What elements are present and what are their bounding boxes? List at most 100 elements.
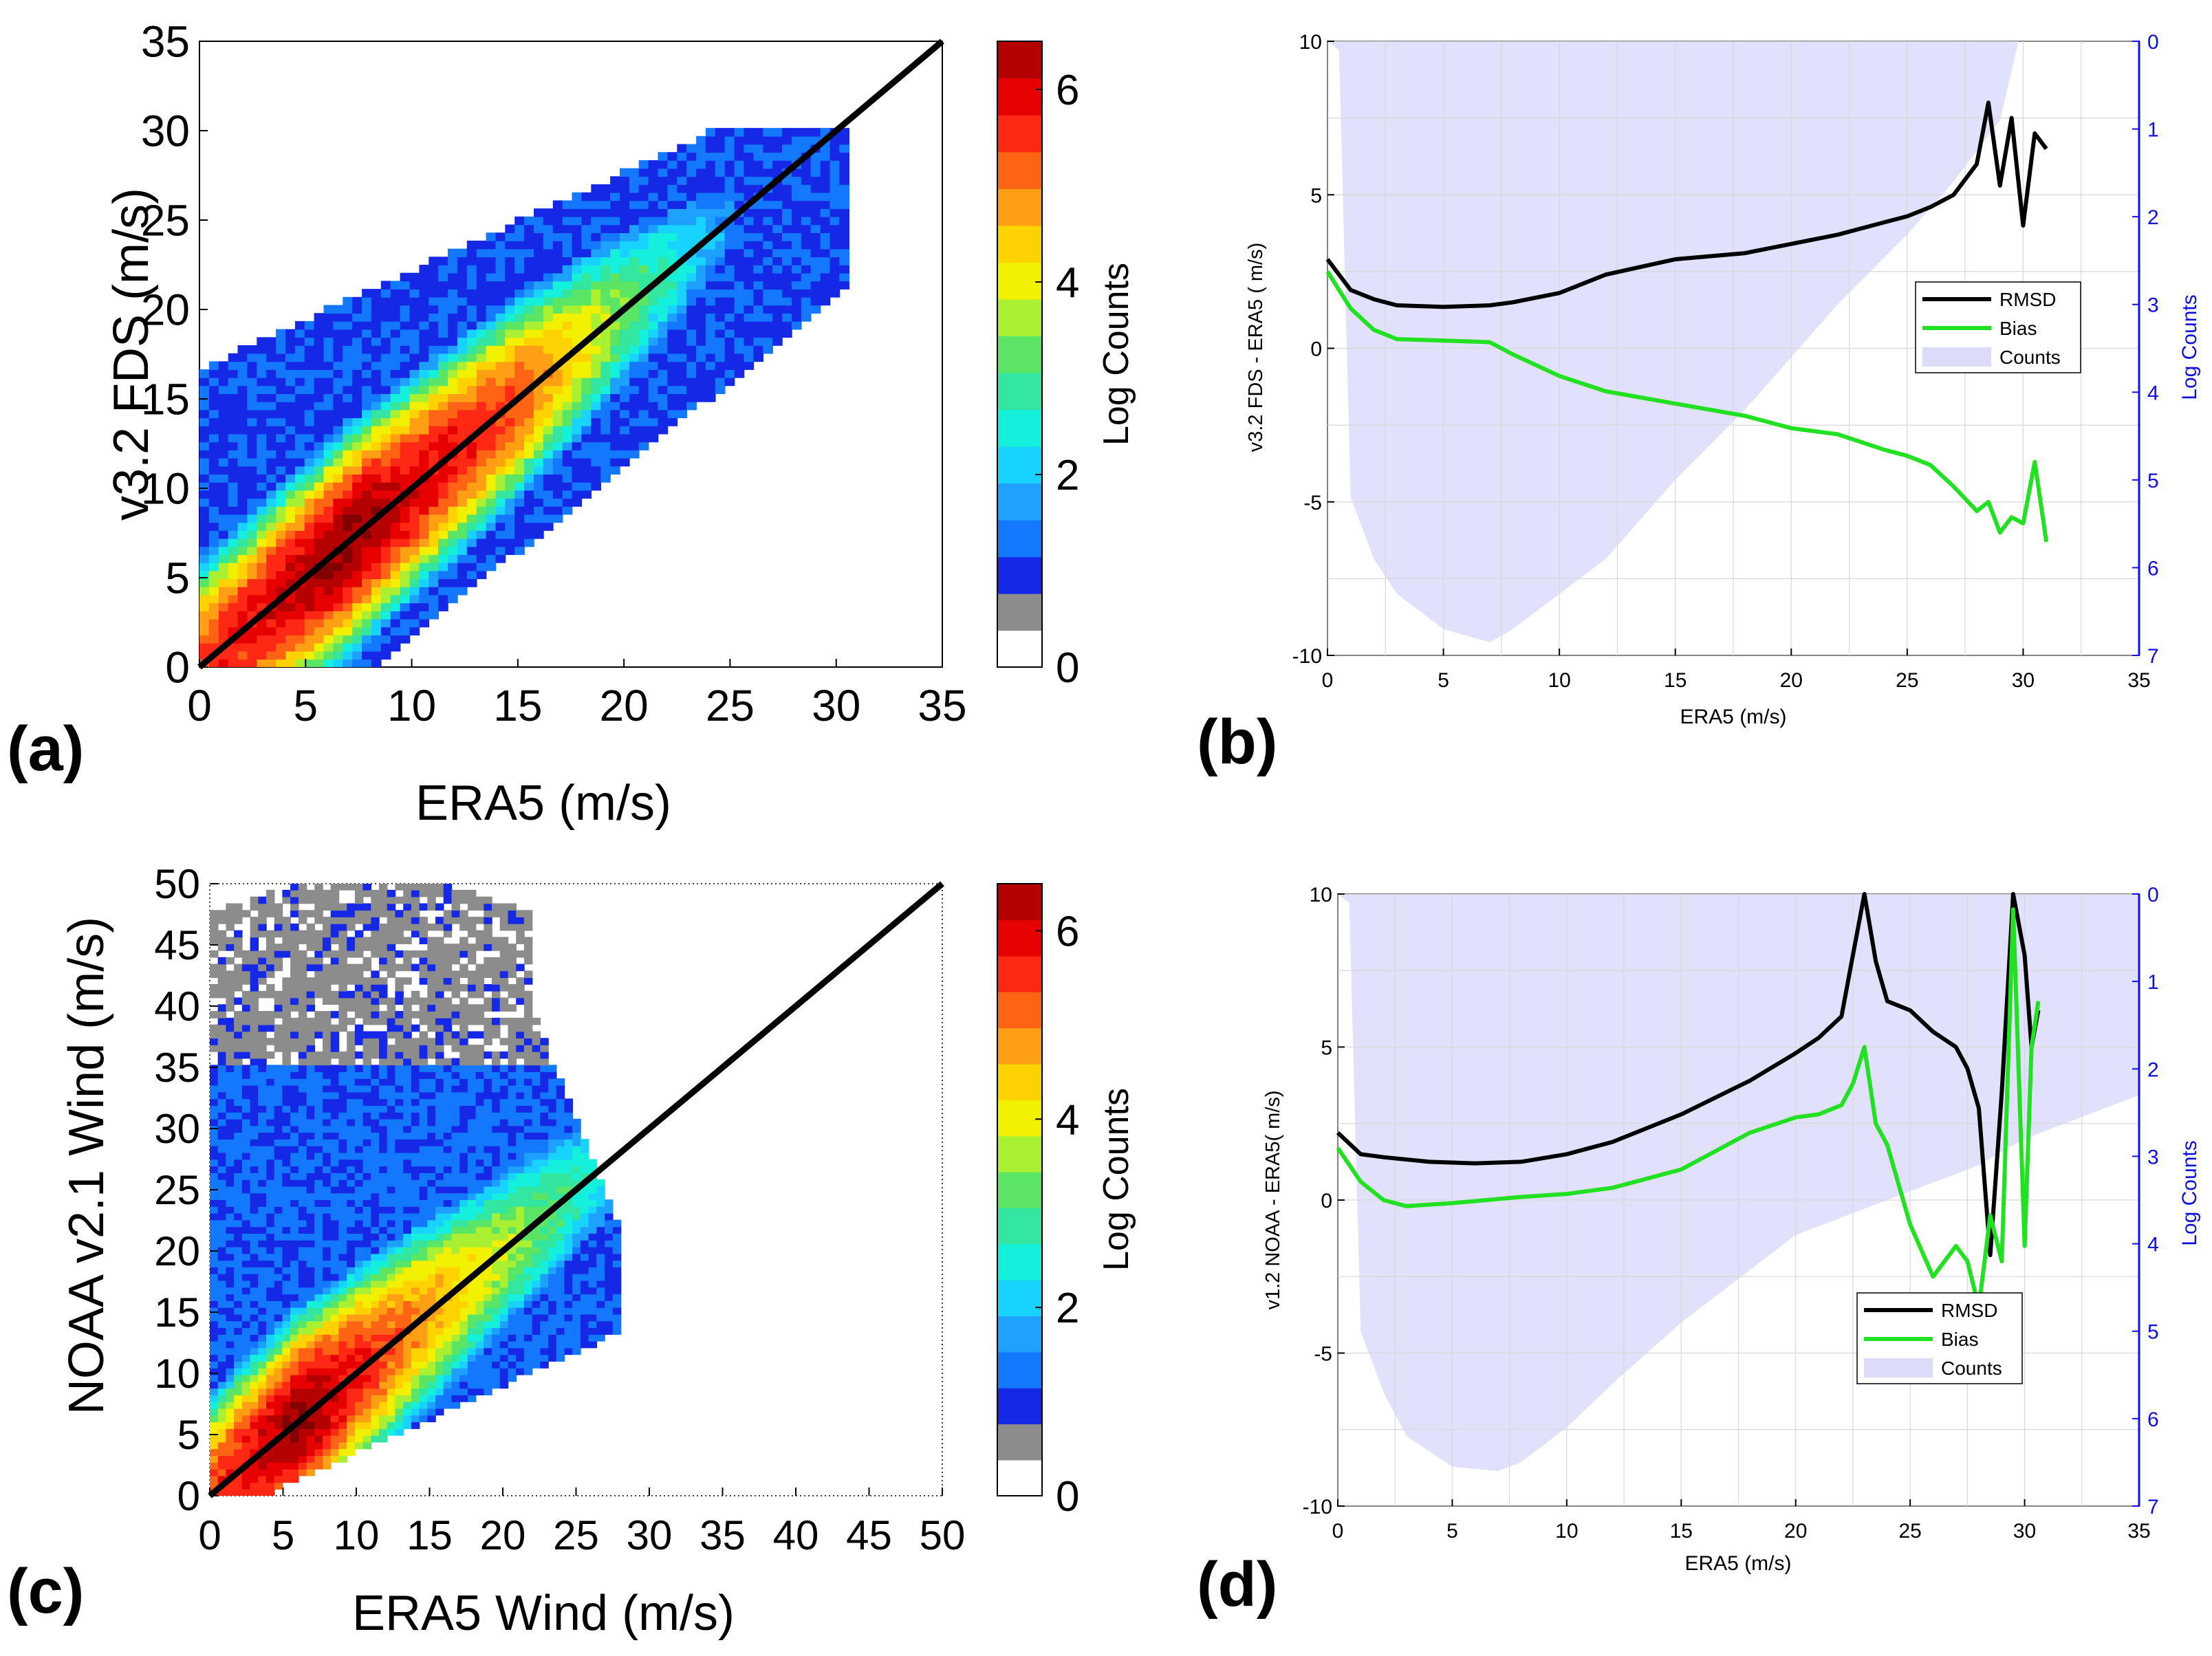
density-cell	[705, 257, 716, 265]
colorbar-segment	[997, 483, 1042, 521]
density-cell	[457, 369, 468, 378]
density-cell	[282, 1314, 291, 1322]
density-cell	[379, 1240, 388, 1248]
density-cell	[390, 554, 401, 563]
density-cell	[338, 1011, 347, 1018]
density-cell	[258, 1246, 267, 1254]
density-cell	[600, 248, 611, 258]
density-cell	[306, 1085, 316, 1093]
density-cell	[362, 530, 372, 539]
density-cell	[543, 481, 554, 491]
density-cell	[347, 944, 356, 951]
density-cell	[514, 481, 525, 491]
density-cell	[304, 522, 315, 531]
density-cell	[294, 426, 305, 435]
density-cell	[217, 1078, 227, 1086]
density-cell	[466, 546, 477, 555]
density-cell	[411, 1401, 420, 1409]
density-cell	[696, 248, 706, 258]
density-cell	[419, 618, 430, 628]
density-cell	[208, 554, 219, 563]
density-cell	[298, 1085, 307, 1093]
density-cell	[782, 296, 792, 306]
density-cell	[534, 442, 544, 450]
density-cell	[282, 1462, 291, 1470]
density-cell	[234, 1415, 243, 1423]
density-cell	[552, 232, 563, 241]
density-cell	[330, 1260, 340, 1267]
density-cell	[338, 970, 347, 978]
density-cell	[208, 474, 219, 483]
density-cell	[330, 1280, 340, 1288]
density-cell	[306, 1327, 316, 1335]
colorbar-frame	[997, 41, 1043, 668]
density-cell	[686, 265, 697, 274]
density-cell	[782, 329, 792, 338]
density-cell	[648, 337, 659, 346]
density-cell	[247, 490, 258, 499]
density-cell	[705, 337, 716, 346]
density-cell	[338, 1071, 347, 1079]
density-cell	[258, 1273, 267, 1281]
density-cell	[395, 1206, 404, 1214]
density-cell	[419, 530, 430, 539]
density-cell	[347, 1260, 356, 1267]
density-cell	[323, 313, 334, 322]
density-cell	[387, 1051, 396, 1059]
density-cell	[380, 522, 391, 531]
density-cell	[314, 1091, 323, 1100]
density-cell	[371, 1253, 380, 1261]
density-cell	[298, 1031, 307, 1039]
density-cell	[387, 937, 396, 944]
density-cell	[581, 361, 592, 370]
density-cell	[323, 1011, 332, 1018]
density-cell	[306, 1091, 316, 1100]
density-cell	[266, 474, 276, 483]
density-cell	[395, 1253, 404, 1261]
density-cell	[543, 224, 554, 233]
density-cell	[210, 1065, 219, 1072]
density-cell	[801, 208, 812, 217]
density-cell	[274, 910, 283, 917]
density-cell	[237, 602, 248, 611]
density-cell	[306, 896, 316, 904]
density-cell	[715, 377, 726, 386]
density-cell	[686, 216, 697, 226]
density-cell	[505, 281, 515, 290]
density-cell	[400, 562, 411, 571]
density-cell	[298, 910, 307, 917]
density-cell	[457, 329, 468, 338]
density-cell	[448, 313, 458, 322]
density-cell	[199, 514, 210, 523]
density-cell	[343, 337, 353, 346]
density-cell	[734, 144, 745, 153]
density-cell	[228, 369, 239, 378]
density-cell	[400, 345, 411, 354]
density-cell	[306, 1118, 316, 1126]
density-cell	[427, 1065, 436, 1072]
density-cell	[323, 1327, 332, 1335]
density-cell	[234, 1300, 243, 1308]
density-cell	[395, 1388, 404, 1395]
density-cell	[629, 224, 640, 233]
density-cell	[282, 1139, 291, 1146]
density-cell	[241, 1287, 251, 1295]
density-cell	[724, 257, 735, 265]
density-cell	[226, 944, 235, 951]
density-cell	[427, 1017, 436, 1025]
density-cell	[237, 450, 248, 459]
density-cell	[362, 659, 372, 667]
density-cell	[476, 305, 487, 314]
density-cell	[362, 1098, 372, 1106]
density-cell	[362, 320, 372, 330]
density-cell	[306, 1078, 316, 1086]
density-cell	[234, 1374, 243, 1382]
density-cell	[210, 1038, 219, 1045]
density-cell	[581, 409, 592, 419]
density-cell	[572, 401, 583, 411]
density-cell	[543, 426, 554, 435]
density-cell	[210, 1401, 219, 1409]
density-cell	[658, 401, 669, 411]
density-cell	[338, 963, 347, 972]
